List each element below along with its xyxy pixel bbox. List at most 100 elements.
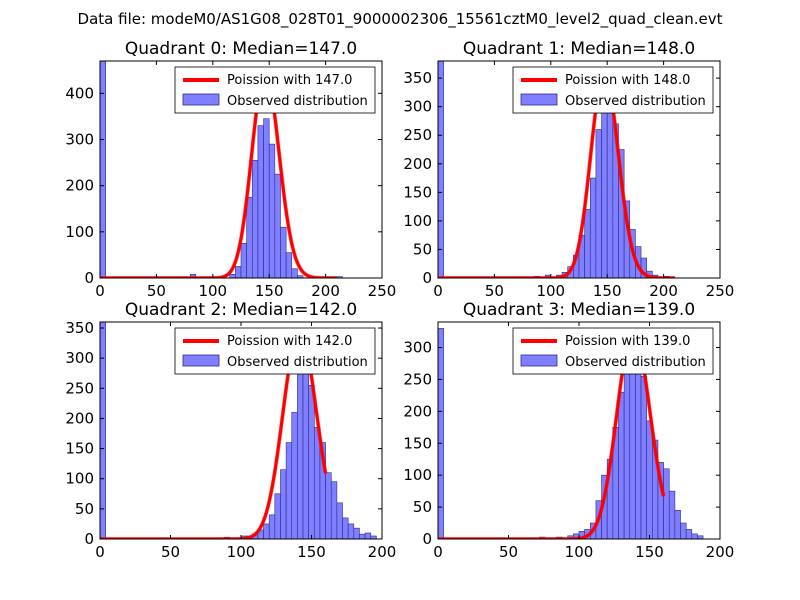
histogram-bar bbox=[438, 61, 444, 278]
legend: Poission with 147.0 Observed distribution bbox=[174, 66, 376, 114]
histogram-bar bbox=[674, 509, 681, 539]
histogram-bar bbox=[240, 243, 247, 278]
y-tick-label: 100 bbox=[65, 470, 94, 488]
histogram-bar bbox=[601, 100, 608, 278]
y-tick-label: 300 bbox=[65, 349, 94, 367]
histogram-bar bbox=[274, 493, 281, 539]
legend: Poission with 139.0 Observed distribution bbox=[512, 327, 714, 375]
legend: Poission with 148.0 Observed distribution bbox=[512, 66, 714, 114]
legend-label-poisson: Poission with 139.0 bbox=[565, 334, 690, 349]
histogram-bar bbox=[646, 420, 653, 539]
histogram-bar bbox=[697, 535, 704, 539]
y-tick-label: 250 bbox=[403, 126, 432, 144]
histogram-bar bbox=[274, 173, 281, 278]
histogram-bar bbox=[291, 412, 298, 539]
histogram-bar bbox=[685, 529, 693, 539]
quadrant-3-panel: Quadrant 3: Median=139.0 0 50 100 150 200 0 50 1… bbox=[403, 300, 734, 561]
x-tick-label: 100 bbox=[565, 543, 594, 561]
histogram-bar bbox=[359, 533, 366, 539]
y-tick-label: 100 bbox=[403, 212, 432, 230]
x-tick-label: 200 bbox=[368, 543, 397, 561]
legend-swatch-bar bbox=[182, 354, 220, 367]
histogram-bar bbox=[100, 322, 106, 539]
legend-label-poisson: Poission with 142.0 bbox=[227, 334, 352, 349]
histogram-bar bbox=[280, 469, 287, 539]
y-tick-label: 50 bbox=[413, 498, 432, 516]
y-tick-label: 350 bbox=[403, 69, 432, 87]
axes-frame bbox=[437, 60, 721, 279]
poisson-curve bbox=[100, 329, 328, 539]
x-tick-label: 200 bbox=[311, 282, 340, 300]
x-tick-label: 250 bbox=[706, 282, 735, 300]
y-tick-label: 0 bbox=[84, 269, 94, 287]
histogram-bar bbox=[623, 347, 631, 539]
x-tick-label: 200 bbox=[649, 282, 678, 300]
x-tick-label: 0 bbox=[433, 543, 443, 561]
y-tick-label: 50 bbox=[75, 500, 94, 518]
quadrant-2-panel: Quadrant 2: Median=142.0 0 50 100 150 200 0 50 1… bbox=[65, 300, 396, 561]
legend: Poission with 142.0 Observed distribution bbox=[174, 327, 376, 375]
histogram-bar bbox=[347, 523, 355, 539]
chart-title: Quadrant 2: Median=142.0 bbox=[125, 300, 357, 320]
histogram-bar bbox=[663, 468, 670, 539]
histogram-bar bbox=[680, 522, 687, 539]
figure-title: Data file: modeM0/AS1G08_028T01_90000023… bbox=[78, 10, 723, 29]
legend-box bbox=[174, 327, 376, 375]
y-tick-label: 200 bbox=[65, 409, 94, 427]
y-tick-label: 400 bbox=[65, 84, 94, 102]
y-tick-label: 200 bbox=[403, 155, 432, 173]
histogram-bar bbox=[235, 266, 242, 278]
histogram-bar bbox=[584, 209, 591, 278]
legend-swatch-bar bbox=[182, 93, 220, 106]
histogram-bar bbox=[263, 118, 270, 278]
x-tick-label: 150 bbox=[297, 543, 326, 561]
histogram-bar bbox=[606, 94, 614, 278]
x-tick-label: 150 bbox=[593, 282, 622, 300]
y-tick-label: 0 bbox=[422, 530, 432, 548]
histogram-bar bbox=[589, 177, 597, 278]
histogram-bar bbox=[618, 391, 625, 539]
y-tick-label: 300 bbox=[403, 339, 432, 357]
histogram-bar bbox=[336, 502, 343, 539]
x-tick-label: 150 bbox=[635, 543, 664, 561]
histogram-bar bbox=[635, 347, 642, 539]
chart-panels: Quadrant 0: Median=147.0 0 50 100 150 200 250 0… bbox=[65, 39, 734, 561]
x-tick-label: 250 bbox=[368, 282, 397, 300]
x-tick-label: 50 bbox=[485, 282, 504, 300]
chart-title: Quadrant 0: Median=147.0 bbox=[125, 39, 357, 59]
x-tick-label: 100 bbox=[227, 543, 256, 561]
histogram-bar bbox=[302, 363, 309, 539]
histogram-bar bbox=[189, 274, 197, 278]
histogram-bar bbox=[100, 61, 106, 278]
legend-label-observed: Observed distribution bbox=[227, 94, 368, 109]
histogram-bar bbox=[229, 274, 236, 278]
histogram-bar bbox=[364, 532, 372, 539]
y-tick-label: 150 bbox=[403, 183, 432, 201]
x-tick-label: 0 bbox=[433, 282, 443, 300]
histogram-bar bbox=[353, 527, 360, 539]
y-tick-label: 150 bbox=[65, 440, 94, 458]
y-tick-label: 250 bbox=[403, 370, 432, 388]
x-tick-label: 50 bbox=[147, 282, 166, 300]
histogram-bar bbox=[297, 275, 304, 278]
histogram-bar bbox=[268, 514, 276, 539]
histogram-bar bbox=[668, 490, 676, 539]
x-tick-label: 50 bbox=[161, 543, 180, 561]
x-tick-label: 100 bbox=[198, 282, 227, 300]
legend-label-observed: Observed distribution bbox=[565, 94, 706, 109]
x-tick-label: 0 bbox=[95, 282, 105, 300]
histogram-bar bbox=[342, 517, 349, 539]
histogram-bar bbox=[438, 328, 444, 539]
y-tick-label: 100 bbox=[403, 466, 432, 484]
histogram-bar bbox=[246, 196, 253, 278]
x-tick-label: 150 bbox=[255, 282, 284, 300]
x-tick-label: 0 bbox=[95, 543, 105, 561]
histogram-bar bbox=[285, 252, 293, 278]
axes-frame bbox=[99, 60, 383, 279]
y-tick-label: 350 bbox=[65, 319, 94, 337]
histogram-bar bbox=[640, 375, 647, 539]
histogram-bar bbox=[595, 129, 602, 278]
legend-swatch-bar bbox=[520, 354, 558, 367]
histogram-bar bbox=[285, 442, 293, 539]
y-tick-label: 150 bbox=[403, 434, 432, 452]
